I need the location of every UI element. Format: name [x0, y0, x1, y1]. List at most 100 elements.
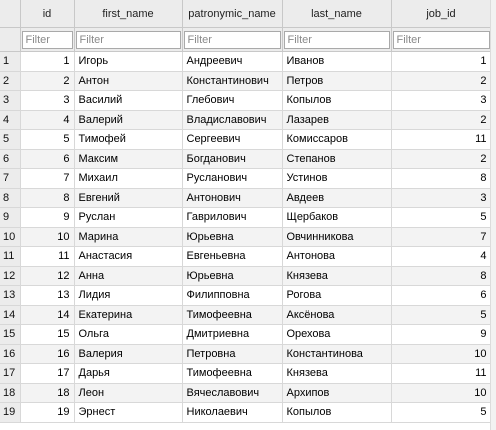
cell-id[interactable]: 2 — [20, 71, 75, 91]
cell-id[interactable]: 5 — [20, 129, 75, 150]
table-row[interactable]: 17 17 Дарья Тимофеевна Князева 11 — [0, 363, 492, 384]
cell-id[interactable]: 12 — [20, 266, 75, 286]
column-header-job-id[interactable]: job_id — [391, 0, 492, 28]
cell-id[interactable]: 13 — [20, 285, 75, 306]
cell-job-id[interactable]: 2 — [391, 149, 492, 169]
cell-patronymic-name[interactable]: Юрьевна — [182, 266, 283, 286]
row-number[interactable]: 17 — [0, 363, 21, 384]
cell-job-id[interactable]: 2 — [391, 110, 492, 130]
column-header-last-name[interactable]: last_name — [282, 0, 392, 28]
cell-patronymic-name[interactable]: Тимофеевна — [182, 363, 283, 384]
cell-id[interactable]: 11 — [20, 246, 75, 267]
cell-first-name[interactable]: Лидия — [74, 285, 183, 306]
row-number[interactable]: 7 — [0, 168, 21, 189]
cell-id[interactable]: 3 — [20, 90, 75, 111]
cell-patronymic-name[interactable]: Юрьевна — [182, 227, 283, 247]
table-row[interactable]: 5 5 Тимофей Сергеевич Комиссаров 11 — [0, 129, 492, 150]
cell-first-name[interactable]: Тимофей — [74, 129, 183, 150]
cell-last-name[interactable]: Степанов — [282, 149, 392, 169]
table-row[interactable]: 15 15 Ольга Дмитриевна Орехова 9 — [0, 324, 492, 345]
cell-patronymic-name[interactable]: Филипповна — [182, 285, 283, 306]
column-header-first-name[interactable]: first_name — [74, 0, 183, 28]
cell-last-name[interactable]: Князева — [282, 363, 392, 384]
cell-id[interactable]: 14 — [20, 305, 75, 325]
cell-id[interactable]: 6 — [20, 149, 75, 169]
cell-job-id[interactable]: 2 — [391, 71, 492, 91]
row-number[interactable]: 2 — [0, 71, 21, 91]
cell-job-id[interactable]: 4 — [391, 246, 492, 267]
cell-job-id[interactable]: 11 — [391, 363, 492, 384]
row-number[interactable]: 5 — [0, 129, 21, 150]
cell-last-name[interactable]: Иванов — [282, 51, 392, 72]
cell-id[interactable]: 15 — [20, 324, 75, 345]
cell-last-name[interactable]: Щербаков — [282, 207, 392, 228]
cell-id[interactable]: 4 — [20, 110, 75, 130]
cell-job-id[interactable]: 10 — [391, 344, 492, 364]
table-row[interactable]: 10 10 Марина Юрьевна Овчинникова 7 — [0, 227, 492, 247]
table-row[interactable]: 9 9 Руслан Гаврилович Щербаков 5 — [0, 207, 492, 228]
filter-input-patronymic-name[interactable] — [183, 30, 281, 49]
cell-id[interactable]: 19 — [20, 402, 75, 423]
cell-job-id[interactable]: 5 — [391, 402, 492, 423]
cell-patronymic-name[interactable]: Петровна — [182, 344, 283, 364]
cell-first-name[interactable]: Эрнест — [74, 402, 183, 423]
cell-patronymic-name[interactable]: Вячеславович — [182, 383, 283, 403]
cell-last-name[interactable]: Петров — [282, 71, 392, 91]
cell-last-name[interactable]: Константинова — [282, 344, 392, 364]
cell-first-name[interactable]: Марина — [74, 227, 183, 247]
cell-patronymic-name[interactable]: Андреевич — [182, 51, 283, 72]
cell-last-name[interactable]: Комиссаров — [282, 129, 392, 150]
cell-job-id[interactable]: 10 — [391, 383, 492, 403]
cell-job-id[interactable]: 8 — [391, 168, 492, 189]
cell-patronymic-name[interactable]: Сергеевич — [182, 129, 283, 150]
row-number[interactable]: 18 — [0, 383, 21, 403]
row-number[interactable]: 1 — [0, 51, 21, 72]
cell-last-name[interactable]: Авдеев — [282, 188, 392, 208]
cell-job-id[interactable]: 1 — [391, 51, 492, 72]
table-row[interactable]: 8 8 Евгений Антонович Авдеев 3 — [0, 188, 492, 208]
table-row[interactable]: 4 4 Валерий Владиславович Лазарев 2 — [0, 110, 492, 130]
table-row[interactable]: 13 13 Лидия Филипповна Рогова 6 — [0, 285, 492, 306]
cell-first-name[interactable]: Михаил — [74, 168, 183, 189]
row-number[interactable]: 11 — [0, 246, 21, 267]
cell-first-name[interactable]: Леон — [74, 383, 183, 403]
table-row[interactable]: 14 14 Екатерина Тимофеевна Аксёнова 5 — [0, 305, 492, 325]
table-row[interactable]: 12 12 Анна Юрьевна Князева 8 — [0, 266, 492, 286]
table-row[interactable]: 2 2 Антон Константинович Петров 2 — [0, 71, 492, 91]
row-number[interactable]: 9 — [0, 207, 21, 228]
vertical-scrollbar[interactable] — [490, 0, 496, 430]
table-row[interactable]: 3 3 Василий Глебович Копылов 3 — [0, 90, 492, 111]
row-number[interactable]: 3 — [0, 90, 21, 111]
row-number[interactable]: 10 — [0, 227, 21, 247]
table-row[interactable]: 11 11 Анастасия Евгеньевна Антонова 4 — [0, 246, 492, 267]
table-row[interactable]: 16 16 Валерия Петровна Константинова 10 — [0, 344, 492, 364]
table-row[interactable]: 19 19 Эрнест Николаевич Копылов 5 — [0, 402, 492, 423]
cell-patronymic-name[interactable]: Дмитриевна — [182, 324, 283, 345]
cell-last-name[interactable]: Архипов — [282, 383, 392, 403]
cell-first-name[interactable]: Ольга — [74, 324, 183, 345]
cell-job-id[interactable]: 11 — [391, 129, 492, 150]
cell-first-name[interactable]: Дарья — [74, 363, 183, 384]
cell-first-name[interactable]: Игорь — [74, 51, 183, 72]
cell-job-id[interactable]: 7 — [391, 227, 492, 247]
column-header-id[interactable]: id — [20, 0, 75, 28]
cell-patronymic-name[interactable]: Глебович — [182, 90, 283, 111]
cell-first-name[interactable]: Екатерина — [74, 305, 183, 325]
cell-job-id[interactable]: 3 — [391, 90, 492, 111]
cell-first-name[interactable]: Максим — [74, 149, 183, 169]
table-row[interactable]: 1 1 Игорь Андреевич Иванов 1 — [0, 51, 492, 72]
cell-id[interactable]: 1 — [20, 51, 75, 72]
row-number[interactable]: 12 — [0, 266, 21, 286]
cell-last-name[interactable]: Овчинникова — [282, 227, 392, 247]
cell-id[interactable]: 18 — [20, 383, 75, 403]
cell-patronymic-name[interactable]: Константинович — [182, 71, 283, 91]
cell-first-name[interactable]: Руслан — [74, 207, 183, 228]
cell-last-name[interactable]: Устинов — [282, 168, 392, 189]
cell-job-id[interactable]: 6 — [391, 285, 492, 306]
filter-input-job-id[interactable] — [392, 30, 490, 49]
row-number[interactable]: 13 — [0, 285, 21, 306]
cell-last-name[interactable]: Аксёнова — [282, 305, 392, 325]
cell-first-name[interactable]: Василий — [74, 90, 183, 111]
row-number[interactable]: 6 — [0, 149, 21, 169]
cell-patronymic-name[interactable]: Русланович — [182, 168, 283, 189]
